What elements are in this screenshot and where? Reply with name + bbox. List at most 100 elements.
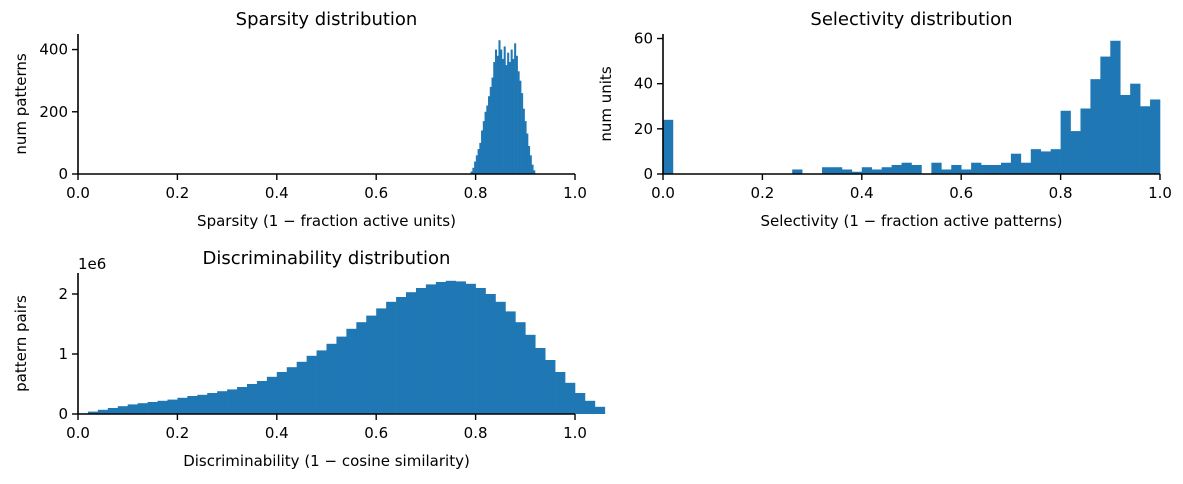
- selectivity-bar: [901, 162, 912, 174]
- discriminability-bar: [97, 409, 109, 414]
- sparsity-bar: [482, 121, 485, 174]
- selectivity-y-tick-label: 0: [643, 165, 653, 183]
- sparsity-subplot: 0.0 0.2 0.4 0.6 0.8 1.0 0 200 400 Sparsity distri…: [12, 9, 587, 230]
- selectivity-bar: [881, 167, 892, 174]
- selectivity-x-tick-label: 0.2: [750, 184, 774, 202]
- sparsity-bar: [493, 62, 496, 174]
- sparsity-y-label: num patterns: [12, 53, 30, 155]
- sparsity-bar: [507, 52, 510, 174]
- discriminability-y-tick-label: 1: [58, 345, 68, 363]
- discriminability-bar: [475, 288, 486, 414]
- sparsity-bar: [474, 161, 477, 174]
- selectivity-bar: [991, 164, 1002, 174]
- discriminability-bar: [366, 315, 377, 414]
- discriminability-bar: [495, 301, 506, 414]
- discriminability-bar: [535, 348, 546, 414]
- discriminability-bars: [78, 280, 606, 414]
- discriminability-x-tick-label: 0.8: [464, 424, 488, 442]
- sparsity-bar: [531, 164, 534, 174]
- discriminability-bar: [286, 367, 297, 414]
- selectivity-x-tick-label: 0.0: [651, 184, 675, 202]
- selectivity-bar: [941, 169, 952, 174]
- discriminability-bar: [415, 288, 427, 414]
- discriminability-bar: [346, 328, 357, 414]
- discriminability-bar: [594, 406, 606, 414]
- discriminability-bar: [207, 393, 218, 414]
- sparsity-bar: [529, 155, 532, 174]
- discriminability-bar: [425, 284, 437, 414]
- selectivity-x-tick-label: 0.8: [1049, 184, 1073, 202]
- sparsity-bar: [514, 43, 517, 174]
- discriminability-bar: [455, 281, 466, 414]
- selectivity-bar: [1120, 94, 1131, 174]
- discriminability-bar: [87, 411, 99, 414]
- sparsity-y-tick-label: 400: [39, 41, 68, 59]
- selectivity-bar: [1150, 99, 1161, 174]
- discriminability-bar: [197, 394, 208, 414]
- discriminability-bar: [376, 308, 387, 414]
- discriminability-bar: [157, 400, 168, 414]
- selectivity-bar: [971, 162, 982, 174]
- discriminability-bar: [266, 376, 278, 414]
- sparsity-bar: [524, 121, 527, 174]
- discriminability-bar: [306, 355, 317, 414]
- discriminability-bar: [326, 343, 337, 414]
- discriminability-bar: [485, 294, 496, 414]
- selectivity-bar: [1060, 110, 1071, 174]
- sparsity-bar: [477, 149, 480, 174]
- discriminability-bar: [445, 280, 457, 414]
- selectivity-bar: [1100, 56, 1111, 174]
- selectivity-bar: [981, 164, 992, 174]
- sparsity-bar: [500, 49, 503, 175]
- selectivity-title: Selectivity distribution: [810, 9, 1012, 30]
- sparsity-title: Sparsity distribution: [236, 9, 418, 30]
- discriminability-bar: [515, 322, 526, 414]
- selectivity-x-tick-label: 0.4: [850, 184, 874, 202]
- sparsity-x-tick-label: 1.0: [563, 184, 587, 202]
- discriminability-bar: [435, 282, 447, 414]
- selectivity-bar: [1140, 106, 1151, 174]
- discriminability-bar: [316, 350, 327, 414]
- sparsity-y-tick-label: 0: [58, 165, 68, 183]
- selectivity-y-tick-label: 60: [634, 30, 653, 48]
- sparsity-bar: [496, 55, 499, 174]
- sparsity-bar: [515, 55, 518, 174]
- sparsity-bar: [522, 108, 525, 174]
- selectivity-bar: [1040, 151, 1051, 174]
- discriminability-bar: [356, 322, 367, 414]
- discriminability-bar: [227, 389, 238, 414]
- discriminability-y-offset-text: 1e6: [78, 255, 106, 273]
- selectivity-bar: [1090, 79, 1101, 174]
- discriminability-bar: [256, 381, 268, 414]
- sparsity-x-label: Sparsity (1 − fraction active units): [197, 212, 456, 230]
- sparsity-bar: [484, 111, 487, 174]
- selectivity-bar: [1130, 83, 1141, 174]
- sparsity-bar: [472, 167, 475, 174]
- selectivity-y-tick-label: 20: [634, 120, 653, 138]
- selectivity-bar: [1080, 108, 1091, 174]
- discriminability-x-tick-label: 0.2: [165, 424, 189, 442]
- discriminability-bar: [187, 396, 198, 414]
- selectivity-bar: [951, 164, 962, 174]
- discriminability-bar: [177, 397, 188, 414]
- sparsity-x-tick-label: 0.8: [464, 184, 488, 202]
- discriminability-x-tick-label: 0.6: [364, 424, 388, 442]
- sparsity-bar: [494, 49, 498, 175]
- sparsity-bar: [486, 105, 489, 174]
- selectivity-bar: [851, 171, 863, 174]
- sparsity-bar: [519, 80, 522, 174]
- sparsity-bar: [475, 155, 478, 174]
- selectivity-x-tick-label: 0.6: [949, 184, 973, 202]
- discriminability-bar: [406, 292, 417, 414]
- sparsity-bar: [505, 65, 508, 174]
- sparsity-bar: [470, 171, 473, 174]
- discriminability-bar: [117, 406, 128, 414]
- discriminability-bar: [137, 403, 148, 414]
- selectivity-bar: [1030, 149, 1042, 174]
- sparsity-bar: [503, 46, 506, 174]
- discriminability-bar: [584, 400, 596, 414]
- sparsity-bar: [508, 62, 511, 174]
- selectivity-y-label: num units: [597, 66, 615, 141]
- sparsity-bar: [491, 77, 494, 174]
